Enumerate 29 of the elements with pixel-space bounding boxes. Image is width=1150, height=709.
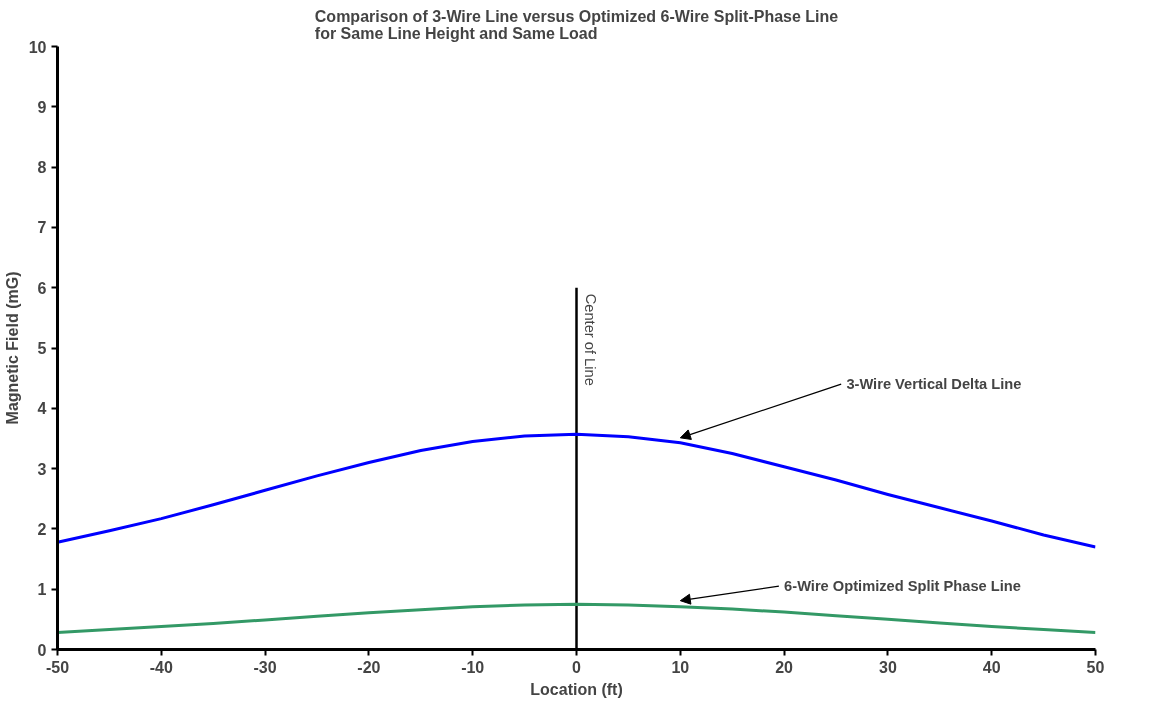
x-tick-label: -50 <box>45 658 70 676</box>
x-tick-label: 0 <box>572 658 582 676</box>
y-tick-label: 9 <box>37 98 47 116</box>
y-tick-label: 10 <box>28 38 47 56</box>
y-tick-label: 0 <box>37 641 47 659</box>
y-tick-label: 4 <box>37 400 47 418</box>
y-tick-label: 1 <box>37 581 47 599</box>
chart-title: Comparison of 3-Wire Line versus Optimized 6-Wire Split-Phase Line for Same Line Height and Same Load <box>314 7 839 42</box>
x-tick-label: 50 <box>1086 658 1105 676</box>
x-tick-label: -20 <box>357 658 381 676</box>
line-series <box>57 432 1096 549</box>
x-axis-title: Location (ft) <box>530 680 623 698</box>
x-tick-label: 10 <box>671 658 690 676</box>
x-tick-label: 20 <box>775 658 794 676</box>
text: 3-Wire Vertical Delta Line <box>846 376 1022 393</box>
x-tick-label: -10 <box>461 658 485 676</box>
x-tick-label: -30 <box>253 658 277 676</box>
series-label: 6-Wire Optimized Split Phase Line <box>784 578 1021 595</box>
y-tick-label: 2 <box>37 520 47 538</box>
ref-line-label: Center of Line <box>582 293 599 386</box>
x-tick-label: 40 <box>982 658 1001 676</box>
x-tick-label: -40 <box>149 658 173 676</box>
x-tick-label: 30 <box>879 658 897 676</box>
y-tick-label: 6 <box>37 279 47 297</box>
y-tick-label: 8 <box>37 159 47 177</box>
y-tick-label: 3 <box>37 460 47 478</box>
y-tick-label: 7 <box>37 219 47 237</box>
y-tick-label: 5 <box>37 340 47 357</box>
y-axis-title: Magnetic Field (mG) <box>3 271 21 425</box>
